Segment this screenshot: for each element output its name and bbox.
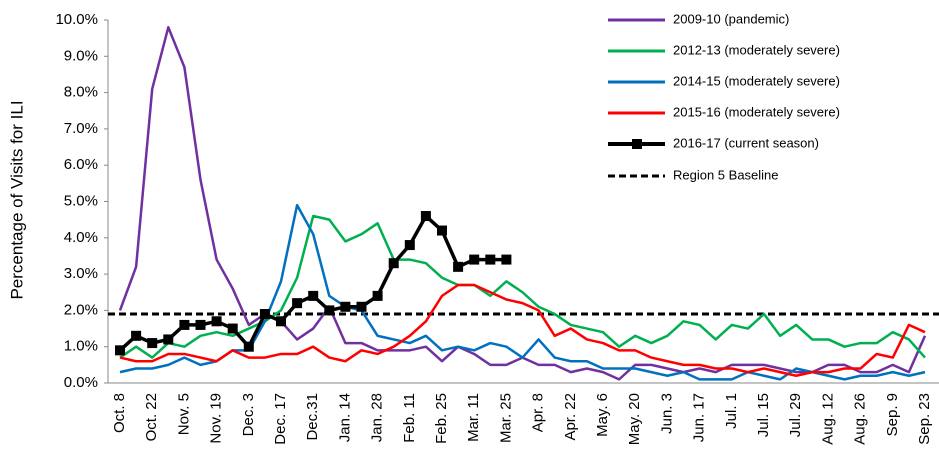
- x-tick-label: Feb. 11: [401, 393, 418, 443]
- series-line: [119, 214, 926, 359]
- series-marker: [147, 338, 158, 349]
- series-marker: [420, 211, 431, 222]
- series-marker: [259, 309, 270, 320]
- legend-label: 2015-16 (moderately severe): [673, 104, 840, 119]
- series-marker: [485, 254, 496, 265]
- legend-marker: [632, 139, 642, 149]
- x-tick-label: Jun. 3: [658, 393, 675, 434]
- series-marker: [243, 341, 254, 352]
- series-marker: [276, 316, 286, 327]
- x-tick-label: Jun. 17: [691, 393, 708, 442]
- y-tick-label: 10.0%: [55, 11, 98, 28]
- series-marker: [388, 258, 399, 269]
- x-tick-label: Nov. 19: [208, 393, 225, 444]
- x-tick-label: Dec. 17: [272, 393, 289, 445]
- series-marker: [324, 305, 335, 316]
- series-marker: [340, 301, 351, 312]
- series-marker: [292, 298, 303, 309]
- legend-label: 2009-10 (pandemic): [673, 11, 789, 26]
- y-tick-label: 8.0%: [64, 84, 98, 101]
- x-tick-label: Feb. 25: [433, 393, 450, 444]
- x-tick-label: Jan. 14: [336, 393, 353, 442]
- x-tick-label: Jan. 28: [369, 393, 386, 442]
- series-marker: [453, 261, 464, 272]
- x-tick-label: Apr. 8: [530, 393, 547, 432]
- legend-label: Region 5 Baseline: [673, 167, 779, 182]
- y-tick-label: 3.0%: [64, 265, 98, 282]
- series-marker: [163, 334, 174, 345]
- y-tick-label: 6.0%: [64, 156, 98, 173]
- series-line: [119, 283, 926, 377]
- series-marker: [356, 301, 367, 312]
- y-tick-label: 9.0%: [64, 47, 98, 64]
- series-marker: [437, 225, 447, 236]
- y-tick-label: 2.0%: [64, 301, 98, 318]
- x-tick-label: Oct. 22: [143, 393, 160, 441]
- x-tick-label: Sep. 23: [916, 393, 933, 445]
- y-tick-label: 5.0%: [64, 192, 98, 209]
- series-marker: [131, 330, 142, 341]
- x-tick-label: Oct. 8: [111, 393, 128, 433]
- x-tick-label: Nov. 5: [175, 393, 192, 435]
- x-tick-label: Aug. 26: [852, 393, 869, 445]
- series-marker: [308, 290, 319, 301]
- x-tick-label: May. 20: [626, 393, 643, 445]
- y-tick-label: 1.0%: [64, 338, 98, 355]
- y-tick-label: 7.0%: [64, 120, 98, 137]
- x-tick-label: Dec. 3: [240, 393, 257, 436]
- x-tick-label: Jul. 29: [787, 393, 804, 437]
- x-tick-label: Sep. 9: [884, 393, 901, 436]
- y-axis-label: Percentage of Visits for ILI: [7, 100, 26, 299]
- legend-label: 2016-17 (current season): [673, 135, 819, 150]
- legend-label: 2012-13 (moderately severe): [673, 42, 840, 57]
- series-marker: [195, 319, 206, 330]
- x-tick-label: Aug. 12: [819, 393, 836, 445]
- x-tick-label: Apr. 22: [562, 393, 579, 441]
- series-marker: [404, 240, 415, 251]
- series-marker: [227, 323, 238, 334]
- series-marker: [211, 316, 222, 327]
- series-marker: [501, 254, 512, 265]
- series-marker: [115, 345, 125, 356]
- x-tick-label: Mar. 25: [497, 393, 514, 443]
- legend-label: 2014-15 (moderately severe): [673, 73, 840, 88]
- x-tick-label: Dec.31: [304, 393, 321, 441]
- y-tick-label: 0.0%: [64, 374, 98, 391]
- series-marker: [179, 319, 190, 330]
- series-marker: [469, 254, 480, 265]
- x-tick-label: May. 6: [594, 393, 611, 437]
- x-tick-label: Mar. 11: [465, 393, 482, 442]
- x-tick-label: Jul. 1: [723, 393, 740, 429]
- series-line: [119, 203, 926, 381]
- x-tick-label: Jul. 15: [755, 393, 772, 437]
- y-tick-label: 4.0%: [64, 229, 98, 246]
- series-marker: [372, 290, 383, 301]
